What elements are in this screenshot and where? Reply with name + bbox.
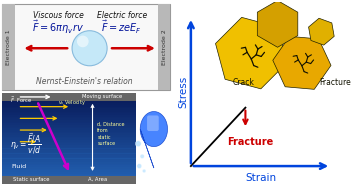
FancyBboxPatch shape — [173, 2, 347, 187]
FancyBboxPatch shape — [2, 148, 136, 150]
FancyBboxPatch shape — [2, 174, 136, 175]
Text: d, Distance
from
static
surface: d, Distance from static surface — [98, 122, 125, 146]
Polygon shape — [273, 36, 331, 89]
FancyBboxPatch shape — [2, 105, 136, 107]
Polygon shape — [140, 112, 168, 168]
Text: $v_x$ Velocity: $v_x$ Velocity — [58, 98, 87, 107]
Text: Fracture: Fracture — [319, 78, 351, 87]
Polygon shape — [309, 18, 334, 45]
Circle shape — [135, 141, 141, 147]
FancyBboxPatch shape — [2, 138, 136, 140]
FancyBboxPatch shape — [147, 115, 159, 131]
FancyBboxPatch shape — [2, 4, 171, 90]
Text: Electrode 2: Electrode 2 — [162, 29, 167, 65]
FancyBboxPatch shape — [2, 122, 136, 123]
Text: Moving surface: Moving surface — [82, 94, 122, 99]
FancyBboxPatch shape — [2, 175, 136, 177]
FancyBboxPatch shape — [2, 152, 136, 153]
FancyBboxPatch shape — [2, 110, 136, 112]
FancyBboxPatch shape — [2, 176, 136, 184]
FancyBboxPatch shape — [2, 147, 136, 149]
FancyBboxPatch shape — [2, 180, 136, 182]
Text: Electric force: Electric force — [96, 11, 147, 20]
Text: Viscous force: Viscous force — [33, 11, 84, 20]
Text: $\eta_v = \dfrac{\vec{F}/A}{v/d}$: $\eta_v = \dfrac{\vec{F}/A}{v/d}$ — [10, 132, 42, 156]
FancyBboxPatch shape — [2, 125, 136, 127]
Text: $\vec{F} = 6\pi\eta_v rv$: $\vec{F} = 6\pi\eta_v rv$ — [32, 19, 84, 36]
FancyBboxPatch shape — [2, 123, 136, 125]
Circle shape — [142, 169, 146, 173]
FancyBboxPatch shape — [2, 182, 136, 184]
Text: $\vec{F} = zeE_F$: $\vec{F} = zeE_F$ — [101, 19, 142, 36]
FancyBboxPatch shape — [2, 93, 136, 101]
Text: Nernst-Einstein's relation: Nernst-Einstein's relation — [36, 77, 133, 86]
Text: Fluid: Fluid — [12, 164, 27, 169]
Circle shape — [77, 36, 89, 47]
Text: Crack: Crack — [232, 78, 255, 87]
FancyBboxPatch shape — [158, 4, 171, 90]
FancyBboxPatch shape — [2, 132, 136, 133]
FancyBboxPatch shape — [2, 142, 136, 143]
Text: A, Area: A, Area — [88, 177, 107, 182]
FancyBboxPatch shape — [2, 167, 136, 169]
FancyBboxPatch shape — [2, 100, 136, 102]
FancyBboxPatch shape — [2, 120, 136, 122]
Text: Strain: Strain — [245, 173, 277, 183]
FancyBboxPatch shape — [2, 113, 136, 115]
FancyBboxPatch shape — [2, 165, 136, 167]
FancyBboxPatch shape — [2, 177, 136, 179]
Text: Electrode 1: Electrode 1 — [6, 29, 11, 65]
Polygon shape — [215, 17, 287, 89]
FancyBboxPatch shape — [2, 107, 136, 108]
FancyBboxPatch shape — [2, 112, 136, 113]
FancyBboxPatch shape — [2, 128, 136, 130]
FancyBboxPatch shape — [2, 93, 136, 184]
FancyBboxPatch shape — [2, 163, 136, 165]
FancyBboxPatch shape — [2, 153, 136, 155]
Text: $\vec{F}$  Force: $\vec{F}$ Force — [10, 95, 32, 105]
FancyBboxPatch shape — [2, 101, 136, 103]
FancyBboxPatch shape — [2, 127, 136, 128]
FancyBboxPatch shape — [2, 4, 15, 90]
FancyBboxPatch shape — [2, 137, 136, 139]
Text: Fracture: Fracture — [227, 137, 273, 147]
Text: Stress: Stress — [178, 76, 188, 108]
FancyBboxPatch shape — [2, 130, 136, 132]
FancyBboxPatch shape — [2, 143, 136, 145]
FancyBboxPatch shape — [2, 159, 136, 160]
FancyBboxPatch shape — [2, 118, 136, 120]
FancyBboxPatch shape — [2, 108, 136, 110]
FancyBboxPatch shape — [2, 155, 136, 157]
FancyBboxPatch shape — [2, 179, 136, 180]
FancyBboxPatch shape — [2, 140, 136, 142]
Polygon shape — [257, 1, 298, 47]
FancyBboxPatch shape — [2, 172, 136, 174]
FancyBboxPatch shape — [2, 117, 136, 118]
Circle shape — [137, 164, 142, 169]
Circle shape — [72, 31, 107, 66]
FancyBboxPatch shape — [2, 135, 136, 137]
FancyBboxPatch shape — [2, 160, 136, 162]
FancyBboxPatch shape — [2, 133, 136, 135]
FancyBboxPatch shape — [2, 162, 136, 164]
FancyBboxPatch shape — [2, 150, 136, 152]
FancyBboxPatch shape — [2, 103, 136, 105]
Circle shape — [140, 154, 144, 159]
FancyBboxPatch shape — [2, 170, 136, 172]
FancyBboxPatch shape — [2, 145, 136, 147]
FancyBboxPatch shape — [2, 157, 136, 159]
Text: Static surface: Static surface — [13, 177, 49, 182]
FancyBboxPatch shape — [2, 169, 136, 170]
FancyBboxPatch shape — [2, 115, 136, 117]
